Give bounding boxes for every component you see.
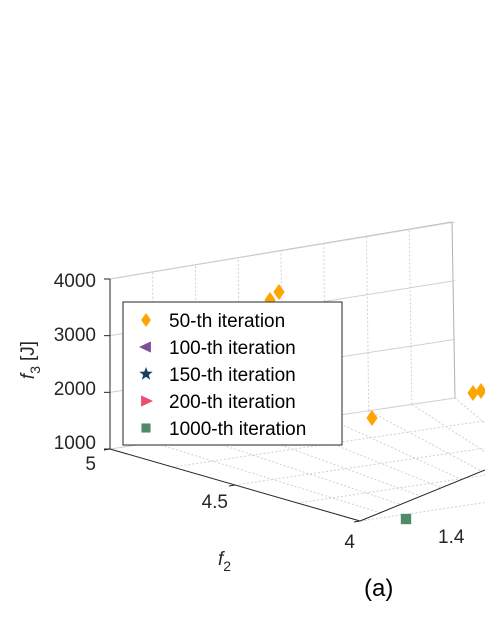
z-tick-label: 3000 <box>54 325 96 346</box>
y-axis-label-sub: 2 <box>223 558 231 574</box>
y-tick-label: 4 <box>344 532 355 553</box>
legend-marker-triangle-left <box>139 341 151 353</box>
data-point-diamond <box>475 383 485 399</box>
legend-label-1000: 1000-th iteration <box>169 419 306 440</box>
legend-label-50: 50-th iteration <box>169 311 285 332</box>
legend-marker-square <box>141 423 151 433</box>
data-point-diamond <box>366 410 378 426</box>
data-point-diamond <box>467 385 479 401</box>
data-point-square <box>400 513 412 525</box>
legend: 50-th iteration 100-th iteration 150-th … <box>122 301 343 446</box>
legend-label-200: 200-th iteration <box>169 392 296 413</box>
floor-gridline <box>325 416 462 481</box>
y-tick-label: 5 <box>85 454 96 475</box>
legend-label-100: 100-th iteration <box>169 338 296 359</box>
y-axis-label-main: f <box>218 549 225 570</box>
x-tick-label: 1.4 <box>438 527 465 548</box>
z-axis-label-unit: [J] <box>18 341 39 361</box>
legend-marker-diamond <box>141 313 151 327</box>
y-tick <box>228 484 236 487</box>
z-gridline <box>109 221 456 280</box>
y-axis-title: f2 <box>218 549 231 574</box>
legend-marker-triangle-right <box>141 395 153 407</box>
svg-text:f3[J]: f3 [J] <box>18 341 43 379</box>
panel-label: (a) <box>364 575 393 602</box>
legend-markers <box>139 313 153 433</box>
floor-gridline <box>411 403 485 453</box>
z-axis-title: f3 [J] <box>18 341 43 379</box>
z-tick-label: 2000 <box>54 379 96 400</box>
floor-gridline <box>152 442 381 514</box>
z-tick-label: 4000 <box>54 271 96 292</box>
x-gridline <box>366 236 370 411</box>
x-axis-line <box>359 469 485 522</box>
floor-gridline <box>454 397 485 424</box>
z-axis-label-sub: 3 <box>27 366 43 374</box>
z-axis: 4000 3000 2000 1000 f3 [J] <box>18 271 96 454</box>
y-axis: 5 4.5 4 f2 <box>85 454 355 574</box>
legend-box <box>122 301 343 446</box>
z-axis-label-main: f <box>18 372 39 379</box>
z-tick-label: 1000 <box>54 433 96 454</box>
x-gridline <box>408 229 413 405</box>
floor-gridline <box>368 410 483 472</box>
legend-marker-star <box>139 367 153 380</box>
y-tick <box>353 520 361 523</box>
data-point-diamond <box>273 284 285 300</box>
y-tick-label: 4.5 <box>202 492 228 513</box>
legend-label-150: 150-th iteration <box>169 365 296 386</box>
